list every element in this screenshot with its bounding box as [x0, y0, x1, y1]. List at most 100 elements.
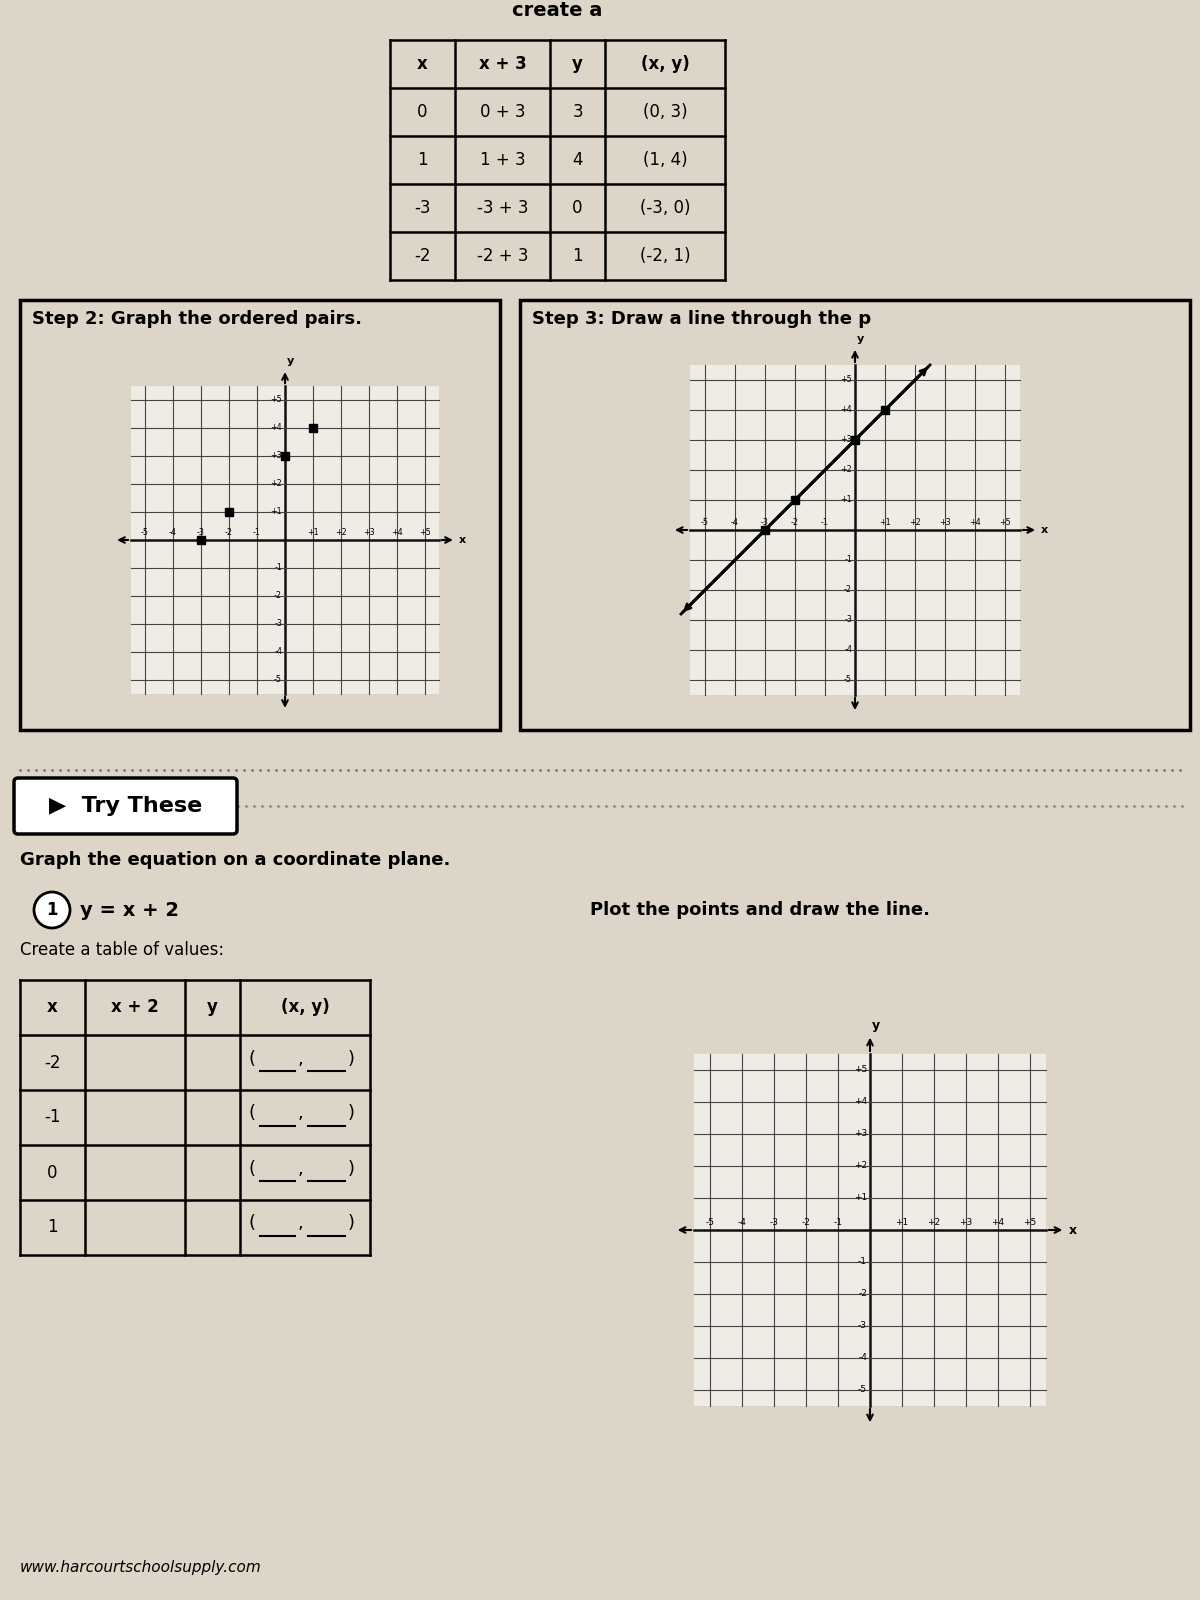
Text: Create a table of values:: Create a table of values: — [20, 941, 224, 958]
Text: (0, 3): (0, 3) — [643, 102, 688, 122]
Text: -1: -1 — [274, 563, 282, 573]
Text: -1: -1 — [844, 555, 852, 565]
Text: 4: 4 — [572, 150, 583, 170]
Text: -5: -5 — [142, 528, 149, 538]
Text: y: y — [872, 1019, 880, 1032]
Text: x: x — [418, 54, 428, 74]
Text: +5: +5 — [853, 1066, 866, 1075]
Text: (: ( — [248, 1160, 256, 1178]
Text: 1: 1 — [47, 1219, 58, 1237]
Text: +4: +4 — [991, 1218, 1004, 1227]
Text: +1: +1 — [895, 1218, 908, 1227]
Text: (1, 4): (1, 4) — [643, 150, 688, 170]
Text: +2: +2 — [840, 466, 852, 475]
Text: -1: -1 — [858, 1258, 866, 1267]
Text: 1: 1 — [418, 150, 428, 170]
Text: -3: -3 — [197, 528, 205, 538]
Text: x: x — [1068, 1224, 1076, 1237]
Text: 0: 0 — [47, 1163, 58, 1181]
Text: ): ) — [348, 1214, 355, 1232]
Text: y: y — [208, 998, 218, 1016]
Bar — [131, 386, 439, 694]
Text: -2: -2 — [844, 586, 852, 595]
Text: -2: -2 — [226, 528, 233, 538]
Text: +3: +3 — [940, 518, 950, 526]
FancyBboxPatch shape — [14, 778, 238, 834]
Text: -2: -2 — [44, 1053, 61, 1072]
Text: y: y — [572, 54, 583, 74]
Text: -4: -4 — [738, 1218, 746, 1227]
Text: ): ) — [348, 1160, 355, 1178]
Text: -1: -1 — [44, 1109, 61, 1126]
Text: y: y — [287, 357, 294, 366]
Text: (: ( — [248, 1050, 256, 1067]
Text: www.harcourtschoolsupply.com: www.harcourtschoolsupply.com — [20, 1560, 262, 1574]
Text: 1 + 3: 1 + 3 — [480, 150, 526, 170]
Text: +4: +4 — [854, 1098, 866, 1107]
Text: -2: -2 — [791, 518, 799, 526]
Text: +1: +1 — [853, 1194, 866, 1203]
Text: -3: -3 — [858, 1322, 866, 1331]
Text: (: ( — [248, 1214, 256, 1232]
Text: y: y — [857, 334, 864, 344]
Text: -1: -1 — [834, 1218, 842, 1227]
Text: +3: +3 — [853, 1130, 866, 1139]
Text: (x, y): (x, y) — [641, 54, 689, 74]
Text: create a: create a — [512, 2, 602, 19]
Text: x + 3: x + 3 — [479, 54, 527, 74]
Text: ,: , — [298, 1160, 304, 1178]
Text: -3: -3 — [274, 619, 282, 629]
Text: -2: -2 — [802, 1218, 810, 1227]
Text: +5: +5 — [419, 528, 431, 538]
Text: ): ) — [348, 1104, 355, 1123]
Bar — [690, 365, 1020, 694]
Text: -4: -4 — [731, 518, 739, 526]
Text: +1: +1 — [880, 518, 890, 526]
Text: -2 + 3: -2 + 3 — [476, 246, 528, 266]
Text: -5: -5 — [706, 1218, 714, 1227]
Text: -3: -3 — [761, 518, 769, 526]
Text: +1: +1 — [270, 507, 282, 517]
Text: +4: +4 — [840, 405, 852, 414]
Text: Step 3: Draw a line through the p: Step 3: Draw a line through the p — [532, 310, 871, 328]
Text: 0 + 3: 0 + 3 — [480, 102, 526, 122]
Text: -5: -5 — [844, 675, 852, 685]
Text: -4: -4 — [858, 1354, 866, 1363]
Text: +5: +5 — [840, 376, 852, 384]
Text: 1: 1 — [572, 246, 583, 266]
Text: (-3, 0): (-3, 0) — [640, 198, 690, 218]
Bar — [694, 1054, 1046, 1406]
Text: (: ( — [248, 1104, 256, 1123]
Text: -3 + 3: -3 + 3 — [476, 198, 528, 218]
Text: +1: +1 — [840, 496, 852, 504]
Text: x: x — [1042, 525, 1048, 534]
Text: (-2, 1): (-2, 1) — [640, 246, 690, 266]
Text: 0: 0 — [572, 198, 583, 218]
Text: ): ) — [348, 1050, 355, 1067]
Text: y = x + 2: y = x + 2 — [80, 901, 179, 920]
Text: +2: +2 — [854, 1162, 866, 1171]
Text: -4: -4 — [169, 528, 176, 538]
Text: -1: -1 — [821, 518, 829, 526]
Text: 1: 1 — [47, 901, 58, 918]
Text: +3: +3 — [364, 528, 374, 538]
Text: Graph the equation on a coordinate plane.: Graph the equation on a coordinate plane… — [20, 851, 450, 869]
Bar — [520, 301, 1190, 730]
Text: +5: +5 — [270, 395, 282, 405]
Text: +2: +2 — [928, 1218, 941, 1227]
Text: -3: -3 — [844, 616, 852, 624]
Text: -3: -3 — [414, 198, 431, 218]
Text: ,: , — [298, 1104, 304, 1123]
Text: -1: -1 — [253, 528, 260, 538]
Circle shape — [34, 893, 70, 928]
Text: 3: 3 — [572, 102, 583, 122]
Text: x + 2: x + 2 — [112, 998, 158, 1016]
Text: Plot the points and draw the line.: Plot the points and draw the line. — [590, 901, 930, 918]
Text: 0: 0 — [418, 102, 427, 122]
Text: -5: -5 — [701, 518, 709, 526]
Text: -2: -2 — [858, 1290, 866, 1299]
Text: +4: +4 — [391, 528, 403, 538]
Text: x: x — [458, 534, 466, 546]
Text: +1: +1 — [307, 528, 319, 538]
Text: -4: -4 — [844, 645, 852, 654]
